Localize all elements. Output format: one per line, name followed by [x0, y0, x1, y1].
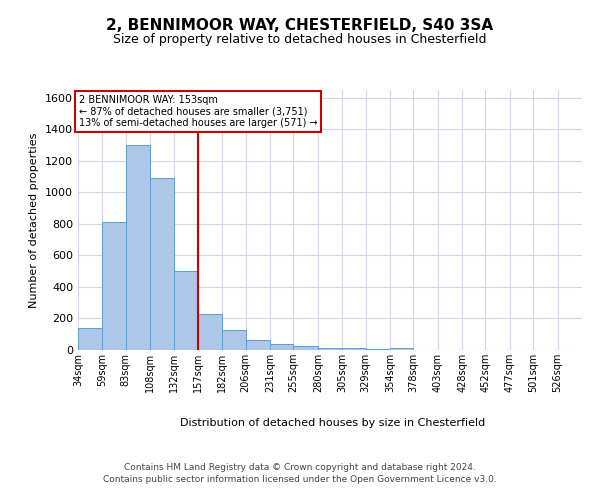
Bar: [293, 346, 318, 350]
Y-axis label: Number of detached properties: Number of detached properties: [29, 132, 40, 308]
Bar: [245, 340, 270, 350]
Bar: [198, 314, 222, 350]
Text: Distribution of detached houses by size in Chesterfield: Distribution of detached houses by size …: [181, 418, 485, 428]
Bar: [318, 348, 342, 350]
Bar: [342, 348, 365, 350]
Bar: [390, 348, 413, 350]
Bar: [173, 271, 198, 350]
Bar: [103, 222, 126, 350]
Text: Contains HM Land Registry data © Crown copyright and database right 2024.: Contains HM Land Registry data © Crown c…: [124, 463, 476, 472]
Text: Size of property relative to detached houses in Chesterfield: Size of property relative to detached ho…: [113, 32, 487, 46]
Bar: [126, 145, 150, 350]
Bar: [270, 344, 293, 350]
Bar: [150, 178, 173, 350]
Bar: [365, 349, 390, 350]
Bar: [78, 328, 103, 350]
Text: 2, BENNIMOOR WAY, CHESTERFIELD, S40 3SA: 2, BENNIMOOR WAY, CHESTERFIELD, S40 3SA: [106, 18, 494, 32]
Text: 2 BENNIMOOR WAY: 153sqm
← 87% of detached houses are smaller (3,751)
13% of semi: 2 BENNIMOOR WAY: 153sqm ← 87% of detache…: [79, 94, 317, 128]
Bar: [222, 330, 245, 350]
Text: Contains public sector information licensed under the Open Government Licence v3: Contains public sector information licen…: [103, 476, 497, 484]
